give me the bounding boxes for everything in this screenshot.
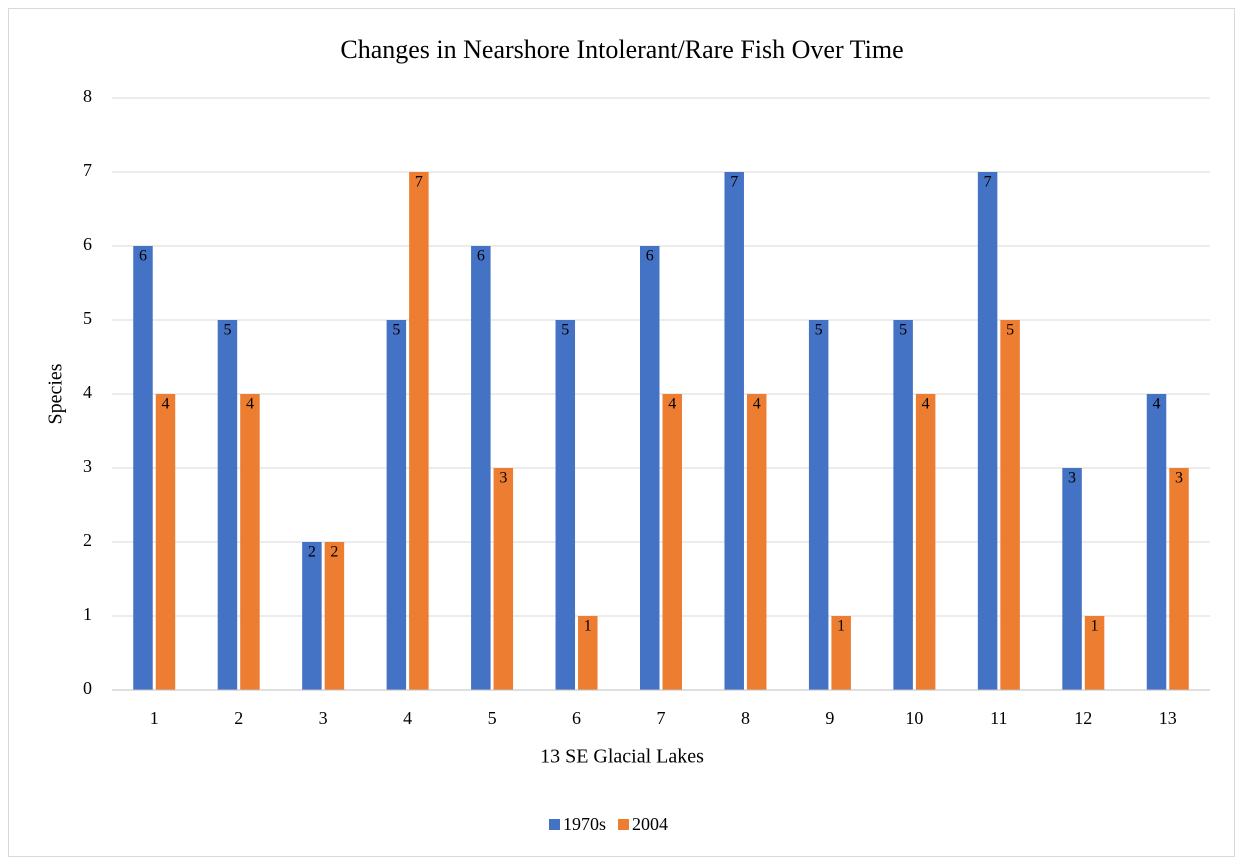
bar — [217, 320, 238, 690]
bar — [493, 468, 514, 690]
data-label: 6 — [139, 248, 147, 265]
data-label: 4 — [1153, 396, 1161, 413]
data-label: 4 — [161, 396, 169, 413]
data-label: 5 — [561, 322, 569, 339]
y-tick-label: 1 — [83, 604, 92, 624]
data-label: 3 — [499, 470, 507, 487]
bar — [640, 246, 660, 690]
bar — [831, 616, 851, 690]
x-axis-label: 13 SE Glacial Lakes — [540, 746, 704, 768]
bar — [746, 394, 767, 690]
data-label: 4 — [753, 396, 761, 413]
x-tick-label: 11 — [990, 708, 1007, 728]
x-tick-label: 2 — [234, 708, 243, 728]
bar — [155, 394, 176, 690]
x-tick-label: 7 — [657, 708, 666, 728]
bar — [977, 172, 998, 690]
bar — [386, 320, 407, 690]
x-tick-label: 4 — [403, 708, 412, 728]
data-label: 5 — [392, 322, 400, 339]
data-label: 2 — [308, 544, 316, 561]
y-tick-label: 0 — [83, 678, 92, 698]
bar — [409, 172, 429, 690]
data-label: 2 — [330, 544, 338, 561]
data-label: 1 — [1091, 618, 1099, 635]
data-label: 4 — [668, 396, 676, 413]
x-tick-label: 10 — [905, 708, 923, 728]
chart-frame — [8, 8, 1235, 857]
x-tick-label: 12 — [1074, 708, 1092, 728]
x-tick-label: 6 — [572, 708, 581, 728]
data-label: 5 — [1006, 322, 1014, 339]
bar — [133, 246, 153, 690]
bar — [578, 616, 598, 690]
bar — [324, 542, 345, 690]
bar — [1146, 394, 1167, 690]
data-label: 4 — [246, 396, 254, 413]
bar — [1169, 468, 1189, 690]
x-tick-label: 13 — [1159, 708, 1177, 728]
bar — [724, 172, 744, 690]
data-label: 4 — [922, 396, 930, 413]
bar — [1084, 616, 1105, 690]
y-axis-label: Species — [45, 363, 67, 424]
bar — [471, 246, 491, 690]
y-tick-label: 7 — [83, 160, 92, 180]
bar — [555, 320, 576, 690]
bar — [240, 394, 260, 690]
data-label: 5 — [815, 322, 823, 339]
data-label: 6 — [646, 248, 654, 265]
bar — [1000, 320, 1020, 690]
data-label: 3 — [1068, 470, 1076, 487]
data-label: 5 — [223, 322, 231, 339]
x-tick-label: 5 — [488, 708, 497, 728]
data-label: 1 — [837, 618, 845, 635]
data-label: 5 — [899, 322, 907, 339]
bar — [1062, 468, 1082, 690]
data-label: 7 — [415, 174, 423, 191]
legend-swatch — [618, 819, 630, 830]
bar — [302, 542, 322, 690]
bar — [893, 320, 913, 690]
data-label: 1 — [584, 618, 592, 635]
y-tick-label: 5 — [83, 308, 92, 328]
y-tick-label: 6 — [83, 234, 92, 254]
data-label: 7 — [984, 174, 992, 191]
bar — [808, 320, 829, 690]
y-tick-label: 3 — [83, 456, 92, 476]
chart-title: Changes in Nearshore Intolerant/Rare Fis… — [340, 35, 903, 64]
bar — [915, 394, 936, 690]
data-label: 6 — [477, 248, 485, 265]
bar — [662, 394, 682, 690]
y-tick-label: 2 — [83, 530, 92, 550]
y-tick-label: 4 — [83, 382, 92, 402]
x-tick-label: 3 — [319, 708, 328, 728]
x-tick-label: 9 — [825, 708, 834, 728]
y-tick-label: 8 — [83, 86, 92, 106]
data-label: 7 — [730, 174, 738, 191]
x-tick-label: 1 — [150, 708, 159, 728]
legend-swatch — [549, 819, 560, 830]
data-label: 3 — [1175, 470, 1183, 487]
legend-label: 2004 — [632, 814, 668, 834]
legend-label: 1970s — [563, 814, 606, 834]
x-tick-label: 8 — [741, 708, 750, 728]
